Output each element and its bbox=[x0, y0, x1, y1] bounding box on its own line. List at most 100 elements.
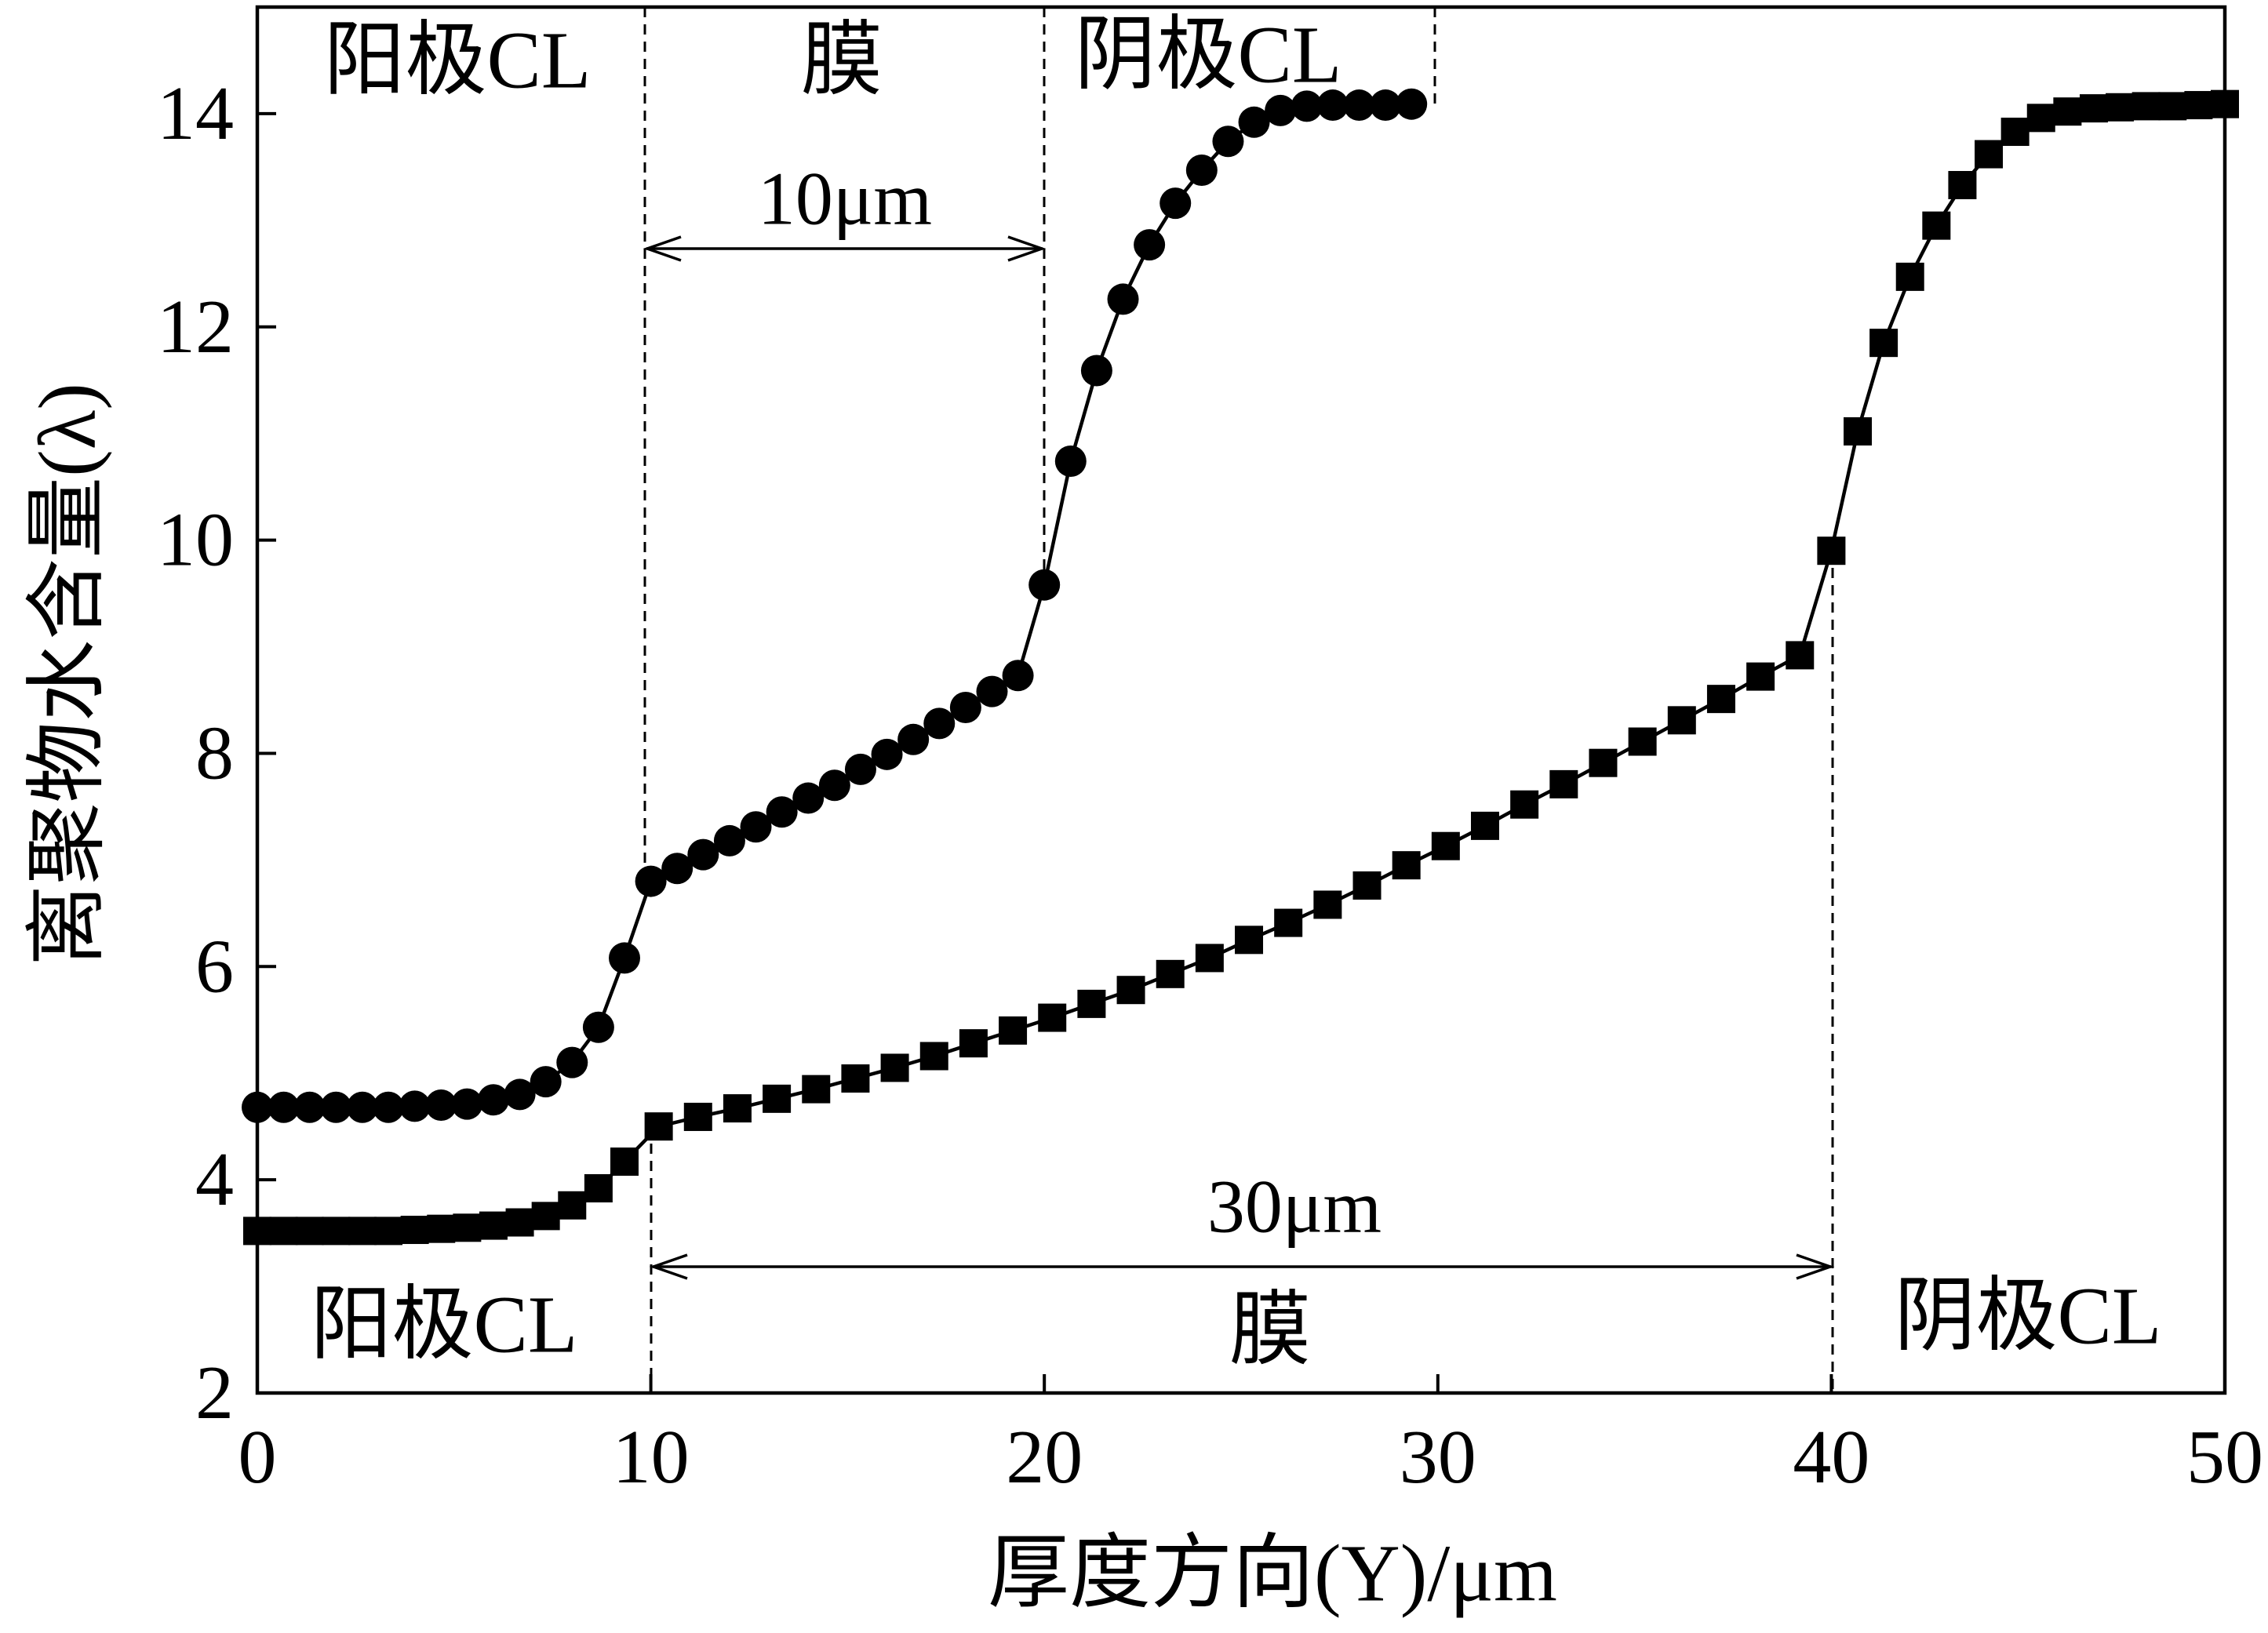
series-2-square-point bbox=[348, 1217, 377, 1246]
series-2-square-point bbox=[1470, 811, 1499, 840]
series-1-circle-point bbox=[923, 707, 956, 740]
series-2-square-point bbox=[1948, 170, 1977, 199]
series-2-square-point bbox=[1549, 769, 1578, 798]
series-1-circle-point bbox=[1316, 89, 1349, 122]
series-2-square-point bbox=[269, 1217, 298, 1246]
series-2-square-point bbox=[1667, 706, 1696, 735]
series-1-circle-point bbox=[949, 692, 981, 724]
series-2-square-point bbox=[802, 1075, 831, 1104]
y-tick-label: 4 bbox=[195, 1137, 234, 1222]
x-tick-label: 30 bbox=[1400, 1415, 1476, 1500]
series-1-circle-point bbox=[1396, 88, 1428, 120]
y-tick-label: 10 bbox=[157, 498, 234, 583]
series-2-square-point bbox=[1628, 727, 1657, 756]
series-2-square-point bbox=[610, 1147, 639, 1177]
y-axis-label: 离聚物水含量(λ) bbox=[23, 383, 113, 966]
region-dividers bbox=[643, 7, 1834, 1393]
series-2-square-point bbox=[531, 1202, 560, 1231]
series-2-square-point bbox=[1922, 211, 1951, 240]
x-tick-label: 0 bbox=[238, 1415, 277, 1500]
series-1-circle-point bbox=[556, 1046, 588, 1078]
series-2-square-point bbox=[322, 1217, 351, 1246]
series-2-square-point bbox=[1156, 959, 1185, 988]
series-2-square-point bbox=[2184, 91, 2213, 120]
series-2-square-point bbox=[2053, 97, 2082, 126]
series-2-square-point bbox=[400, 1216, 429, 1245]
bottom-membrane-label: 膜 bbox=[1229, 1286, 1311, 1376]
series-1-circle-point bbox=[766, 796, 798, 828]
series-2-square-point bbox=[1869, 329, 1898, 358]
series-1-circle-point bbox=[504, 1078, 536, 1111]
series-1-circle-point bbox=[1291, 90, 1323, 122]
series-2-square-point bbox=[374, 1217, 403, 1246]
series-2-square-point bbox=[479, 1211, 508, 1240]
top-thickness-arrow bbox=[643, 235, 1047, 262]
series-1 bbox=[242, 88, 1428, 1123]
top-anode-cl-label: 阳极CL bbox=[324, 16, 592, 106]
series-1-circle-point bbox=[293, 1091, 326, 1123]
series-1-circle-point bbox=[1185, 154, 1218, 186]
series-2-square-point bbox=[1706, 685, 1735, 714]
series-2-square-point bbox=[723, 1094, 752, 1123]
series-1-circle-point bbox=[1080, 355, 1112, 387]
series-2-square-point bbox=[999, 1016, 1028, 1045]
y-tick-label: 12 bbox=[157, 285, 234, 369]
series-2-square-point bbox=[2026, 104, 2055, 133]
series-1-circle-point bbox=[451, 1088, 483, 1120]
series-1-circle-point bbox=[897, 723, 930, 755]
y-tick-label: 6 bbox=[195, 924, 234, 1009]
series-1-circle-point bbox=[346, 1091, 378, 1123]
x-tick-label: 50 bbox=[2186, 1415, 2263, 1500]
series-2-square-point bbox=[1313, 890, 1342, 919]
x-tick-label: 20 bbox=[1006, 1415, 1083, 1500]
series-1-circle-point bbox=[373, 1091, 405, 1123]
series-1-circle-point bbox=[844, 753, 876, 785]
series-1-circle-point bbox=[1343, 89, 1375, 122]
series-1-circle-point bbox=[1238, 106, 1270, 138]
series-2-square-point bbox=[919, 1042, 948, 1071]
series-2-square-point bbox=[880, 1053, 909, 1082]
bottom-cathode-cl-label: 阴极CL bbox=[1895, 1271, 2162, 1362]
series-1-circle-point bbox=[871, 738, 903, 770]
series-1-circle-point bbox=[1107, 283, 1139, 315]
x-axis-label: 厚度方向(Y)/μm bbox=[988, 1529, 1557, 1619]
y-tick-label: 2 bbox=[195, 1351, 234, 1435]
y-tick-label: 8 bbox=[195, 711, 234, 795]
series-2-square-point bbox=[1786, 641, 1815, 670]
x-tick-label: 10 bbox=[613, 1415, 690, 1500]
series-1-circle-point bbox=[1028, 569, 1061, 601]
series-2-square-point bbox=[1817, 536, 1846, 566]
series-1-circle-point bbox=[1212, 125, 1244, 158]
series-1-circle-point bbox=[1134, 229, 1166, 261]
plot-frame bbox=[255, 5, 2227, 1395]
series-1-line bbox=[257, 102, 1412, 1109]
series-2-square-point bbox=[1274, 908, 1303, 937]
series-2-square-point bbox=[683, 1102, 712, 1131]
series-2-square-point bbox=[1589, 748, 1618, 777]
series-2-square-point bbox=[1431, 831, 1460, 860]
series-1-circle-point bbox=[713, 824, 745, 857]
series-2-square-point bbox=[1975, 140, 2004, 169]
series-1-circle-point bbox=[268, 1091, 300, 1123]
series-1-circle-point bbox=[635, 865, 667, 897]
series-2-square-point bbox=[1746, 662, 1775, 691]
series-1-circle-point bbox=[792, 782, 825, 814]
series-2-square-point bbox=[841, 1064, 870, 1093]
series-1-circle-point bbox=[661, 853, 694, 885]
series-1-circle-point bbox=[477, 1084, 509, 1116]
series-2-line bbox=[257, 102, 2226, 1233]
series-2-square-point bbox=[959, 1029, 988, 1058]
series-1-circle-point bbox=[740, 811, 772, 843]
x-tick-label: 40 bbox=[1793, 1415, 1869, 1500]
dimension-arrows bbox=[643, 235, 1835, 1280]
series-2-square-point bbox=[2158, 92, 2187, 121]
series-1-circle-point bbox=[687, 838, 719, 871]
top-membrane-label: 膜 bbox=[801, 16, 883, 106]
series-1-circle-point bbox=[582, 1011, 614, 1043]
data-series bbox=[242, 88, 2239, 1246]
series-2-square-point bbox=[763, 1084, 792, 1113]
series-1-circle-point bbox=[399, 1090, 431, 1122]
bottom-thickness-label: 30μm bbox=[1207, 1165, 1382, 1249]
series-2-square-point bbox=[427, 1214, 456, 1243]
